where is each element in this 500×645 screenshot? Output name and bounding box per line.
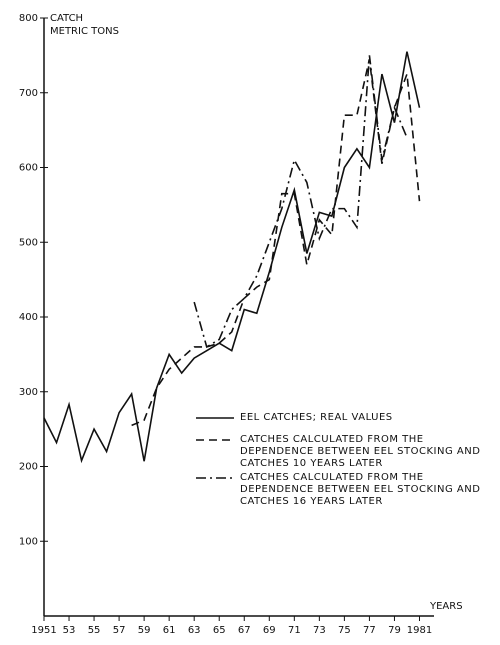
x-tick-label: 65 bbox=[213, 625, 226, 636]
y-axis-label: METRIC TONS bbox=[50, 26, 119, 37]
y-axis-label: CATCH bbox=[50, 13, 83, 24]
x-tick-label: 55 bbox=[88, 625, 101, 636]
y-tick-label: 400 bbox=[19, 312, 38, 323]
x-tick-label: 69 bbox=[263, 625, 276, 636]
y-tick-label: 300 bbox=[19, 387, 38, 398]
y-tick-label: 700 bbox=[19, 88, 38, 99]
x-axis-label: YEARS bbox=[429, 601, 463, 612]
x-tick-label: 71 bbox=[288, 625, 301, 636]
x-tick-label: 57 bbox=[113, 625, 126, 636]
x-tick-label: 77 bbox=[363, 625, 376, 636]
legend-label: CATCHES CALCULATED FROM THE DEPENDENCE B… bbox=[240, 472, 481, 507]
y-tick-label: 100 bbox=[19, 536, 38, 547]
data-line bbox=[43, 51, 421, 464]
x-tick-label: 61 bbox=[163, 625, 176, 636]
x-tick-label: 1981 bbox=[407, 625, 432, 636]
x-tick-label: 63 bbox=[188, 625, 201, 636]
x-tick-label: 73 bbox=[313, 625, 326, 636]
y-tick-label: 800 bbox=[19, 13, 38, 24]
x-tick-label: 75 bbox=[338, 625, 351, 636]
legend-label: CATCHES CALCULATED FROM THE DEPENDENCE B… bbox=[240, 434, 481, 469]
y-tick-label: 600 bbox=[19, 163, 38, 174]
y-tick-label: 200 bbox=[19, 462, 38, 473]
x-tick-label: 67 bbox=[238, 625, 251, 636]
x-tick-label: 79 bbox=[388, 625, 401, 636]
x-tick-label: 1951 bbox=[31, 625, 56, 636]
data-line bbox=[131, 58, 421, 427]
x-tick-label: 59 bbox=[138, 625, 151, 636]
y-tick-label: 500 bbox=[19, 237, 38, 248]
x-tick-label: 53 bbox=[63, 625, 76, 636]
legend-label: EEL CATCHES; REAL VALUES bbox=[240, 412, 393, 423]
data-line bbox=[193, 55, 408, 349]
